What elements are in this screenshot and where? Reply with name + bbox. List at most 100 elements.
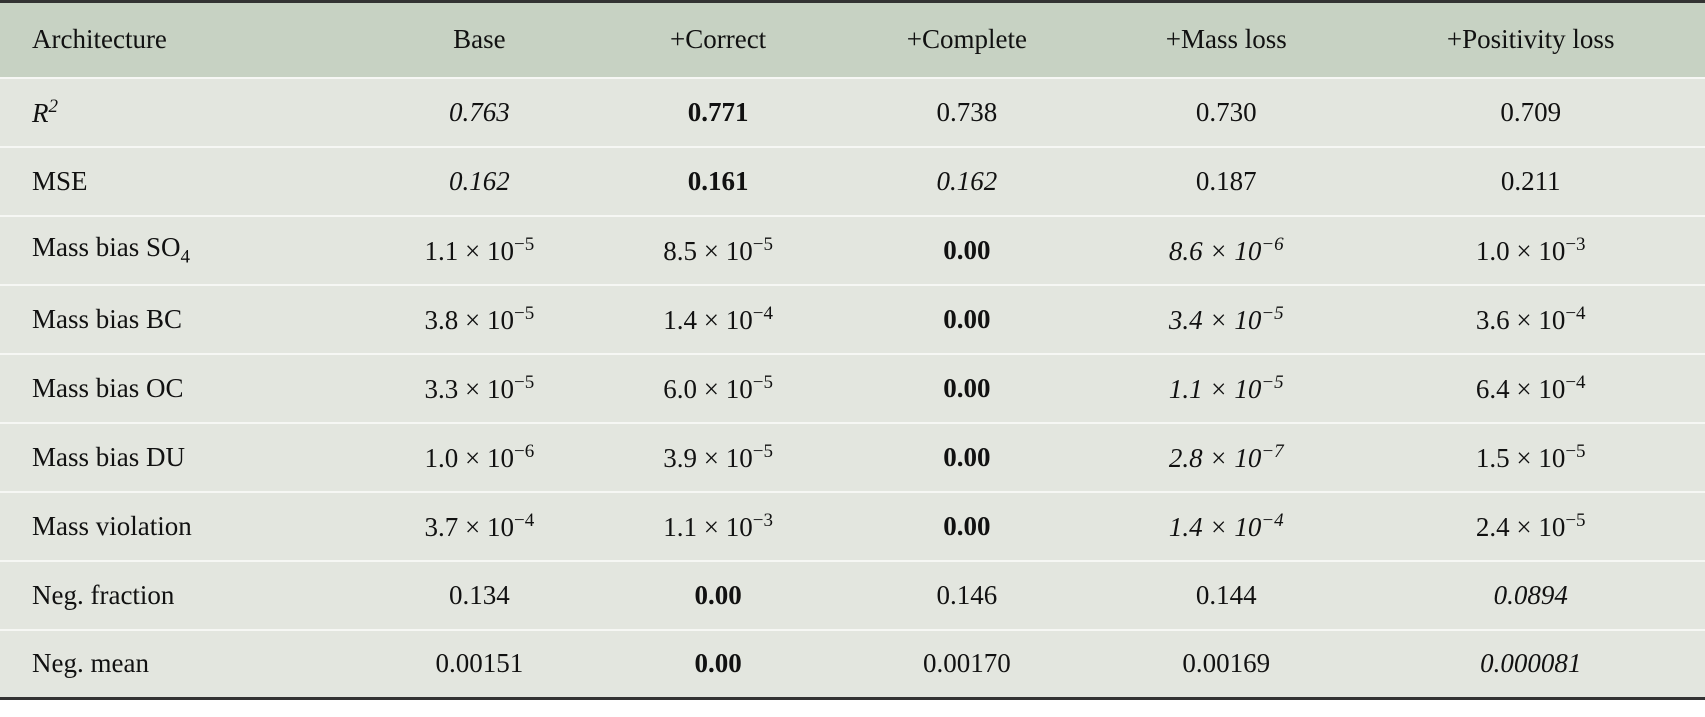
- table-cell: 2.8 × 10−7: [1096, 423, 1356, 492]
- cell-text: 0.00: [943, 441, 991, 472]
- cell-text: 0.211: [1500, 165, 1561, 196]
- table-cell: 1.1 × 10−3: [599, 492, 838, 561]
- row-label: Neg. fraction: [0, 561, 360, 630]
- table-cell: 0.144: [1096, 561, 1356, 630]
- table-cell: 1.1 × 10−5: [1096, 354, 1356, 423]
- cell-text: 0.00: [694, 648, 742, 679]
- cell-text: 1.4 × 10: [1168, 511, 1262, 542]
- table-cell: 0.00170: [837, 630, 1096, 699]
- table-header: Architecture Base +Correct +Complete +Mass l…: [0, 1, 1705, 78]
- cell-text: 0.00: [943, 303, 991, 334]
- table-row: Mass bias OC 3.3 × 10−5 6.0 × 10−5 0.00 1.1 …: [0, 353, 1705, 423]
- superscript: −6: [514, 440, 535, 462]
- cell-text: MSE: [32, 165, 88, 196]
- cell-text: Mass violation: [32, 510, 192, 541]
- cell-text: 0.0894: [1493, 579, 1568, 610]
- cell-text: 0.00: [943, 510, 991, 541]
- cell-text: 0.144: [1195, 579, 1257, 610]
- table-cell: 0.730: [1096, 78, 1356, 147]
- cell-text: 3.3 × 10: [424, 373, 514, 404]
- table-cell: 3.7 × 10−4: [360, 492, 599, 561]
- superscript: −5: [1565, 440, 1586, 462]
- table-cell: 0.00: [837, 216, 1096, 285]
- cell-text: 0.00: [694, 579, 742, 610]
- table-cell: 3.8 × 10−5: [360, 285, 599, 354]
- table-cell: 0.211: [1356, 147, 1705, 216]
- row-label: Neg. mean: [0, 630, 360, 699]
- table-body: R2 0.763 0.771 0.738 0.730 0.709 MSE 0.162 0.161…: [0, 77, 1705, 699]
- row-label: R2: [0, 78, 360, 147]
- cell-text: Neg. mean: [32, 648, 149, 679]
- cell-text: 1.1 × 10: [663, 511, 753, 542]
- table-cell: 0.00: [599, 561, 838, 630]
- table-cell: 0.187: [1096, 147, 1356, 216]
- superscript: −5: [514, 302, 535, 324]
- cell-text: 1.5 × 10: [1475, 442, 1566, 473]
- cell-text: 1.0 × 10: [424, 442, 514, 473]
- table-cell: 1.5 × 10−5: [1356, 423, 1705, 492]
- table-row: MSE 0.162 0.161 0.162 0.187 0.211: [0, 146, 1705, 216]
- cell-text: 0.162: [448, 165, 510, 196]
- cell-text: 0.162: [936, 165, 998, 196]
- cell-text: 0.00170: [922, 648, 1011, 679]
- superscript: −7: [1261, 440, 1284, 462]
- cell-text: 3.6 × 10: [1475, 304, 1566, 335]
- cell-text: 1.4 × 10: [663, 304, 753, 335]
- row-label: Mass bias BC: [0, 285, 360, 354]
- results-table: Architecture Base +Correct +Complete +Mass l…: [0, 1, 1705, 699]
- cell-text: R: [32, 97, 49, 128]
- superscript: −5: [514, 371, 535, 393]
- cell-text: 0.738: [936, 96, 998, 127]
- table-row: Neg. mean 0.00151 0.00 0.00170 0.00169 0.0000…: [0, 629, 1705, 699]
- table-cell: 0.000081: [1356, 630, 1705, 699]
- cell-text: 0.134: [448, 579, 510, 610]
- table-cell: 3.9 × 10−5: [599, 423, 838, 492]
- superscript: −6: [1261, 233, 1284, 255]
- superscript: −3: [1565, 233, 1586, 255]
- table-cell: 0.00: [599, 630, 838, 699]
- table-cell: 3.6 × 10−4: [1356, 285, 1705, 354]
- table-cell: 1.0 × 10−6: [360, 423, 599, 492]
- table-cell: 0.00: [837, 423, 1096, 492]
- cell-text: 3.9 × 10: [663, 442, 753, 473]
- row-label: Mass bias SO4: [0, 216, 360, 285]
- table-cell: 0.00: [837, 492, 1096, 561]
- table-cell: 0.771: [599, 78, 838, 147]
- row-label: Mass bias DU: [0, 423, 360, 492]
- cell-text: 6.0 × 10: [663, 373, 753, 404]
- table-cell: 0.162: [837, 147, 1096, 216]
- table-cell: 2.4 × 10−5: [1356, 492, 1705, 561]
- table-cell: 0.00: [837, 354, 1096, 423]
- table-cell: 0.00: [837, 285, 1096, 354]
- superscript: −5: [1565, 509, 1586, 531]
- table-cell: 1.4 × 10−4: [599, 285, 838, 354]
- table-row: Mass bias DU 1.0 × 10−6 3.9 × 10−5 0.00 2.8 …: [0, 422, 1705, 492]
- cell-text: 0.187: [1195, 165, 1257, 196]
- table-cell: 0.134: [360, 561, 599, 630]
- table-cell: 0.00169: [1096, 630, 1356, 699]
- table-cell: 0.0894: [1356, 561, 1705, 630]
- cell-text: 0.00151: [435, 648, 524, 679]
- cell-text: 3.8 × 10: [424, 304, 514, 335]
- table-row: Mass bias SO4 1.1 × 10−5 8.5 × 10−5 0.00 8.6…: [0, 215, 1705, 285]
- superscript: −5: [1261, 371, 1284, 393]
- table-row: R2 0.763 0.771 0.738 0.730 0.709: [0, 77, 1705, 147]
- cell-text: 0.000081: [1480, 648, 1582, 679]
- superscript: −4: [514, 509, 535, 531]
- table-cell: 8.6 × 10−6: [1096, 216, 1356, 285]
- cell-text: 0.00: [943, 372, 991, 403]
- table-row: Mass violation 3.7 × 10−4 1.1 × 10−3 0.00 1.…: [0, 491, 1705, 561]
- table-row: Mass bias BC 3.8 × 10−5 1.4 × 10−4 0.00 3.4 …: [0, 284, 1705, 354]
- table-cell: 0.738: [837, 78, 1096, 147]
- header-cell: +Positivity loss: [1446, 24, 1615, 55]
- table-row: Neg. fraction 0.134 0.00 0.146 0.144 0.0894: [0, 560, 1705, 630]
- superscript: −4: [1565, 371, 1586, 393]
- table-cell: 1.1 × 10−5: [360, 216, 599, 285]
- superscript: 2: [48, 95, 59, 117]
- cell-text: 0.161: [687, 165, 749, 196]
- header-cell: Base: [453, 24, 506, 55]
- superscript: −4: [752, 302, 773, 324]
- table-cell: 1.4 × 10−4: [1096, 492, 1356, 561]
- cell-text: Mass bias OC: [32, 372, 184, 403]
